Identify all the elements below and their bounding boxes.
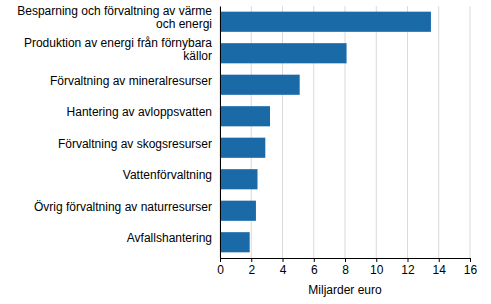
y-tick-label-line: Vattenförvaltning (123, 168, 212, 182)
x-tick-label: 14 (433, 263, 447, 277)
y-tick-label-line: Förvaltning av skogsresurser (58, 137, 212, 151)
x-tick: 10 (370, 258, 384, 277)
x-tick-label: 4 (280, 263, 287, 277)
y-tick-label-line: källor (183, 49, 212, 63)
x-axis: 0 2 4 6 8 10 12 14 16 (217, 258, 477, 277)
y-tick: Vattenförvaltning (123, 168, 220, 182)
bar (220, 232, 250, 252)
y-tick: Övrig förvaltning av naturresurser (34, 200, 220, 214)
grid-line (470, 6, 471, 258)
x-tick-mark (345, 258, 346, 262)
x-tick-label: 2 (248, 263, 255, 277)
x-tick: 2 (248, 258, 255, 277)
plot: 0 2 4 6 8 10 12 14 16 Besparning och förvaltning … (17, 4, 477, 276)
y-tick: Produktion av energi från förnybarakällo… (24, 36, 220, 63)
x-tick-label: 12 (401, 263, 415, 277)
x-tick-mark (408, 258, 409, 262)
y-tick-label-line: Hantering av avloppsvatten (67, 105, 212, 119)
y-tick-label: Produktion av energi från förnybarakällo… (24, 36, 212, 63)
x-tick-label: 16 (464, 263, 478, 277)
bar (220, 75, 300, 95)
y-tick-label-line: Avfallshantering (127, 231, 212, 245)
y-tick-label-line: Förvaltning av mineralresurser (50, 74, 212, 88)
y-axis: Besparning och förvaltning av värmeoch e… (17, 4, 220, 258)
bar (220, 138, 265, 158)
x-tick: 16 (464, 258, 478, 277)
y-tick: Avfallshantering (127, 231, 220, 245)
y-tick: Hantering av avloppsvatten (67, 105, 220, 119)
x-tick: 8 (342, 258, 349, 277)
y-tick-label-line: och energi (156, 17, 212, 31)
bar (220, 12, 431, 32)
y-tick: Förvaltning av mineralresurser (50, 74, 220, 88)
x-tick-mark (220, 258, 221, 262)
bar (220, 169, 258, 189)
x-tick: 14 (433, 258, 447, 277)
y-tick: Förvaltning av skogsresurser (58, 137, 220, 151)
y-tick-label: Övrig förvaltning av naturresurser (34, 200, 212, 214)
y-tick-label: Avfallshantering (127, 231, 212, 245)
x-tick-mark (251, 258, 252, 262)
x-tick-label: 10 (370, 263, 384, 277)
y-tick-label: Förvaltning av skogsresurser (58, 137, 212, 151)
x-tick-mark (283, 258, 284, 262)
x-tick-mark (314, 258, 315, 262)
y-axis-line (220, 7, 221, 259)
y-tick-label-line: Övrig förvaltning av naturresurser (34, 200, 212, 214)
grid-line (376, 6, 377, 258)
grid-line (438, 6, 439, 258)
bars (220, 12, 431, 253)
y-tick-label: Vattenförvaltning (123, 168, 212, 182)
x-tick: 6 (311, 258, 318, 277)
grid-line (407, 6, 408, 258)
x-tick-label: 6 (311, 263, 318, 277)
x-tick: 0 (217, 258, 224, 277)
x-tick-label: 0 (217, 263, 224, 277)
x-tick-label: 8 (342, 263, 349, 277)
x-tick-mark (376, 258, 377, 262)
y-tick-label: Hantering av avloppsvatten (67, 105, 212, 119)
x-tick: 12 (401, 258, 415, 277)
bar (220, 43, 347, 63)
grid-line (220, 6, 221, 258)
grid (220, 6, 470, 258)
y-tick: Besparning och förvaltning av värmeoch e… (17, 4, 220, 31)
x-tick: 4 (280, 258, 287, 277)
x-tick-mark (439, 258, 440, 262)
chart: 0 2 4 6 8 10 12 14 16 Besparning och förvaltning … (0, 0, 491, 304)
bar (220, 201, 256, 221)
x-axis-title: Miljarder euro (308, 283, 382, 297)
x-axis-line (221, 259, 471, 263)
y-tick-label: Besparning och förvaltning av värmeoch e… (17, 4, 212, 31)
y-tick-label: Förvaltning av mineralresurser (50, 74, 212, 88)
bar (220, 106, 270, 126)
x-tick-mark (470, 258, 471, 262)
